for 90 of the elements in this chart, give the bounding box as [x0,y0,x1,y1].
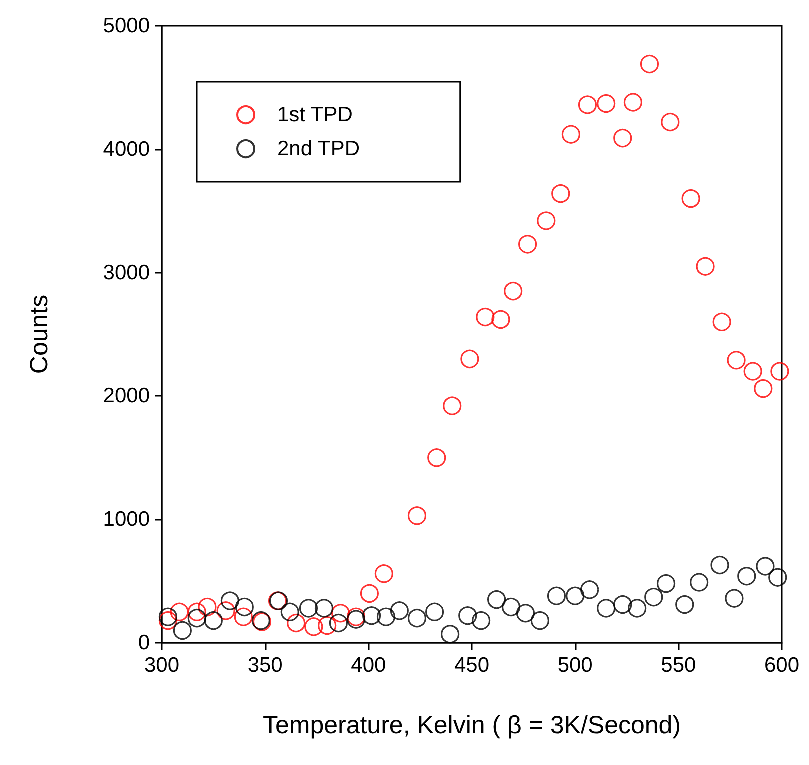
point [502,598,521,617]
point [390,602,409,620]
point [220,592,240,610]
point [408,609,427,628]
point [426,602,444,622]
point [331,604,350,623]
point [738,567,756,586]
point [158,608,178,626]
point [727,351,746,370]
point [644,588,664,607]
point [443,396,462,416]
point [458,606,478,626]
point [725,589,744,608]
point [472,611,491,630]
point [756,557,775,576]
point [518,235,538,254]
y-tick-label: 0 [138,632,150,654]
point [234,608,253,626]
point [676,595,694,614]
x-tick-label: 400 [351,654,386,677]
point [170,602,189,622]
point [280,602,300,622]
point [712,312,732,332]
x-tick-label: 300 [144,654,180,677]
point [492,310,510,329]
point [580,580,600,600]
point [360,584,379,603]
point [204,611,223,630]
y-axis-title: Counts [26,294,54,374]
point [362,606,382,626]
point [188,602,206,622]
point [488,590,506,610]
point [428,448,446,468]
point [374,564,394,584]
point [516,604,536,623]
point [299,599,318,618]
point [287,614,306,633]
y-tick-label: 2000 [103,384,150,408]
point [562,125,580,144]
point [530,611,550,630]
point [597,599,616,618]
legend-label: 1st TPD [278,104,353,126]
y-tick-label: 5000 [103,14,150,38]
point [768,568,788,587]
point [656,574,676,594]
point [235,598,254,617]
point [682,189,700,208]
point [318,616,337,636]
point [173,621,192,640]
point [476,308,495,327]
point [188,609,206,628]
y-tick-label: 4000 [103,138,150,161]
y-tick-label: 1000 [103,508,150,532]
point [158,611,178,630]
point [504,282,523,301]
point [304,618,324,636]
x-tick-label: 550 [661,654,696,677]
x-tick-label: 500 [558,654,593,677]
point [578,96,598,114]
point [690,573,709,592]
point [329,614,348,633]
point [614,595,632,614]
y-tick-label: 3000 [103,261,150,284]
x-tick-label: 600 [764,654,800,677]
point [441,625,460,644]
point [460,350,480,368]
point [566,586,585,606]
x-tick-label: 450 [454,654,490,677]
point [597,94,616,114]
legend-label: 2nd TPD [278,138,360,160]
point [537,212,556,230]
point [696,257,715,276]
point [376,608,396,626]
point [710,556,730,575]
point [198,598,217,617]
point [744,362,762,381]
point [614,129,632,148]
point [216,602,236,620]
point [754,380,773,398]
x-axis-title: Temperature, Kelvin ( β = 3K/Second) [262,712,682,740]
point [628,599,647,618]
x-tick-label: 350 [248,654,283,677]
point [770,362,790,381]
point [314,599,334,618]
point [552,184,570,204]
point [661,112,680,132]
point [547,586,566,606]
point [408,506,427,526]
point [640,54,660,74]
point [624,93,642,112]
